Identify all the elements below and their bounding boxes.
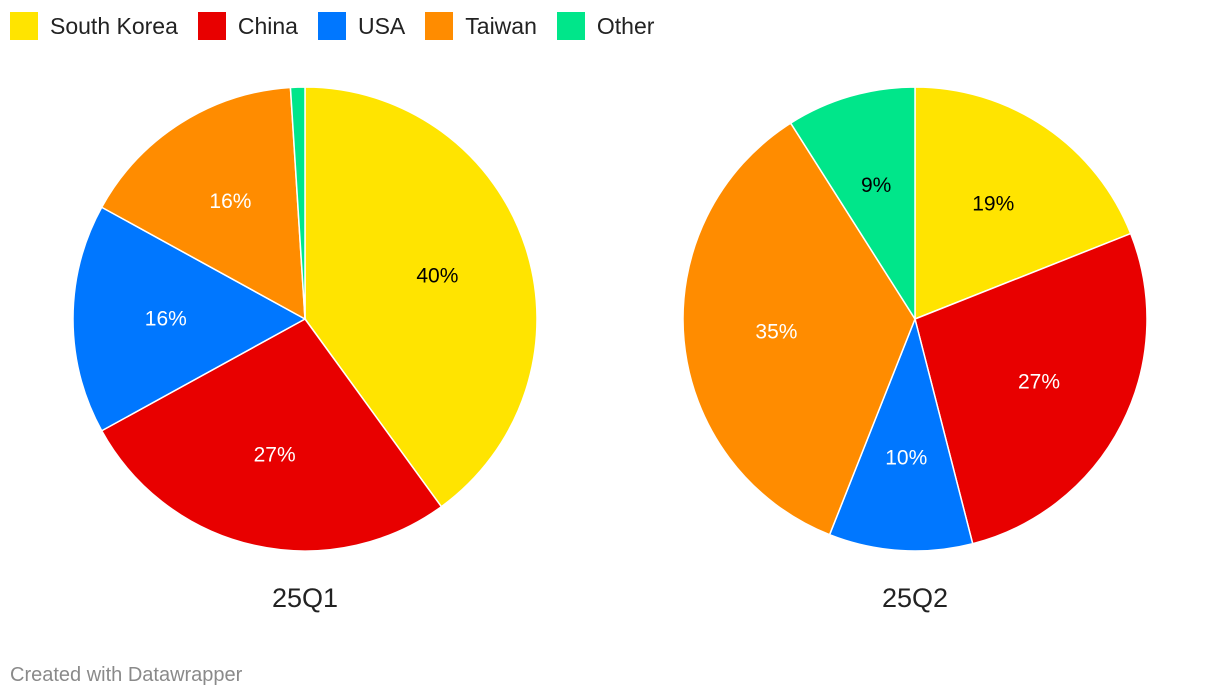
legend-label-south-korea: South Korea (50, 12, 178, 39)
pie-title-25q2: 25Q2 (882, 583, 948, 613)
legend-item-china: China (197, 12, 298, 40)
pie-slice-25q2-china (914, 232, 1148, 545)
pie-slice-25q2-usa (828, 316, 974, 552)
legend-swatch-other (556, 12, 585, 40)
pie-title-25q1: 25Q1 (272, 583, 338, 613)
legend-label-other: Other (596, 12, 655, 39)
legend-item-other: Other (556, 12, 655, 40)
legend-swatch-china (197, 12, 226, 40)
footer-credit: Created with Datawrapper (10, 664, 243, 686)
legend-swatch-taiwan (425, 12, 454, 40)
legend-label-china: China (237, 12, 298, 39)
pie-slice-25q1-south-korea (304, 86, 538, 508)
slice-label-25q2-china: 27% (1018, 371, 1060, 394)
legend: South Korea China USA Taiwan Other (10, 12, 674, 40)
slice-label-25q2-usa: 10% (885, 446, 927, 469)
pie-slice-25q2-other (789, 86, 916, 322)
pie-slice-25q1-taiwan (100, 86, 306, 321)
legend-label-usa: USA (357, 12, 406, 39)
legend-swatch-south-korea (10, 12, 38, 40)
slice-label-25q1-china: 27% (254, 443, 296, 466)
legend-label-taiwan: Taiwan (465, 12, 537, 39)
pie-slice-25q2-taiwan (682, 122, 916, 536)
slice-label-25q1-south-korea: 40% (416, 264, 458, 287)
slice-label-25q2-taiwan: 35% (755, 321, 797, 344)
legend-item-usa: USA (317, 12, 406, 40)
pie-chart-25q2: 19% 27% 10% 35% 9% 25Q2 (682, 86, 1148, 613)
slice-label-25q1-taiwan: 16% (209, 190, 251, 213)
pie-slice-25q1-usa (72, 206, 307, 432)
pie-slice-25q1-china (100, 318, 443, 552)
legend-swatch-usa (317, 12, 346, 40)
pie-slice-25q1-other (289, 86, 306, 320)
slice-label-25q1-usa: 16% (145, 308, 187, 331)
legend-item-taiwan: Taiwan (425, 12, 537, 40)
pie-chart-25q1: 40% 27% 16% 16% 25Q1 (72, 86, 538, 613)
legend-item-south-korea: South Korea (10, 12, 178, 40)
pie-slice-25q2-south-korea (914, 86, 1132, 321)
slice-label-25q2-other: 9% (861, 174, 891, 197)
slice-label-25q2-south-korea: 19% (972, 192, 1014, 215)
